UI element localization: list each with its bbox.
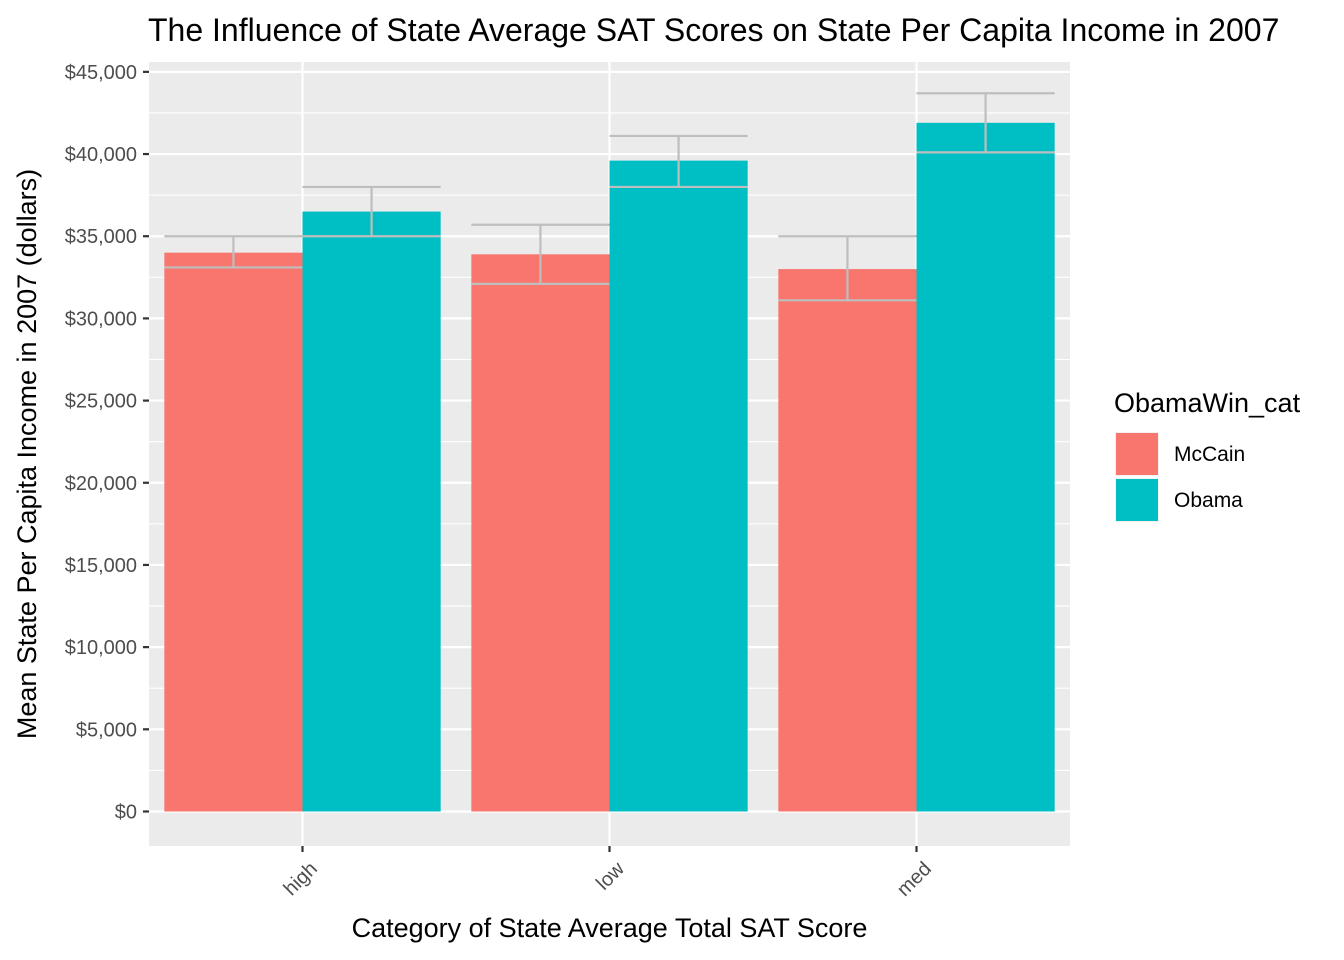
y-axis-title: Mean State Per Capita Income in 2007 (do… <box>12 169 42 739</box>
y-tick-label: $20,000 <box>65 473 137 495</box>
y-tick-label: $0 <box>115 801 137 823</box>
bars <box>164 122 1055 812</box>
x-tick-label: med <box>893 858 936 901</box>
error-bars <box>164 92 1055 302</box>
errorbar-mccain-med <box>778 235 917 302</box>
y-tick-label: $10,000 <box>65 637 137 659</box>
y-tick-label: $45,000 <box>65 62 137 84</box>
errorbar-obama-high <box>302 185 441 238</box>
bar-mccain-med <box>778 269 917 812</box>
x-axis: high low med <box>280 846 936 901</box>
y-tick-label: $30,000 <box>65 308 137 330</box>
legend: ObamaWin_cat McCain Obama <box>1114 388 1301 522</box>
bar-obama-low <box>609 160 748 812</box>
errorbar-obama-low <box>609 134 748 189</box>
x-axis-title: Category of State Average Total SAT Scor… <box>352 913 868 943</box>
legend-swatch-mccain <box>1116 433 1158 475</box>
errorbar-obama-med <box>916 92 1055 154</box>
y-tick-label: $40,000 <box>65 144 137 166</box>
y-axis: $0 $5,000 $10,000 $15,000 $20,000 $25,000 $30,… <box>65 62 149 823</box>
y-tick-label: $5,000 <box>76 719 137 741</box>
x-tick-label: high <box>280 858 322 900</box>
legend-label-mccain: McCain <box>1174 443 1245 466</box>
legend-label-obama: Obama <box>1174 489 1243 512</box>
bar-obama-high <box>302 211 441 812</box>
errorbar-mccain-high <box>164 235 303 269</box>
y-tick-label: $25,000 <box>65 391 137 413</box>
legend-title: ObamaWin_cat <box>1114 388 1301 418</box>
bar-obama-med <box>916 122 1055 812</box>
bar-mccain-high <box>164 252 303 812</box>
errorbar-mccain-low <box>471 223 610 285</box>
y-tick-label: $35,000 <box>65 226 137 248</box>
y-tick-label: $15,000 <box>65 555 137 577</box>
bar-mccain-low <box>471 254 610 812</box>
legend-swatch-obama <box>1116 479 1158 521</box>
x-tick-label: low <box>592 857 629 894</box>
chart-title: The Influence of State Average SAT Score… <box>148 12 1279 48</box>
